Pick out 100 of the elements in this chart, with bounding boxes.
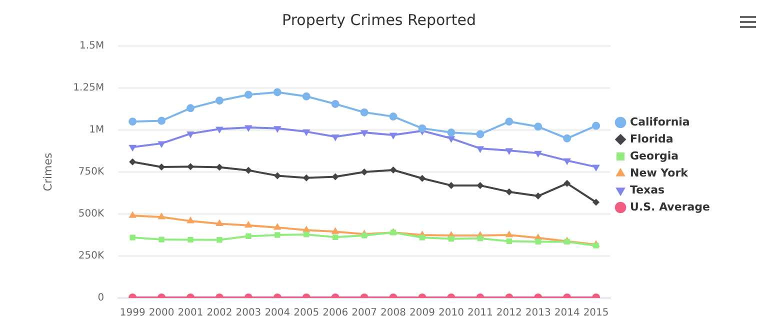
y-tick-label: 500K [78,208,105,220]
point [592,122,600,130]
point [158,116,166,125]
point [593,242,599,248]
x-tick-label: 2014 [554,308,580,319]
point [418,174,426,182]
point [246,233,252,240]
point [304,232,310,238]
x-tick-label: 2013 [525,308,551,319]
point [564,180,571,187]
point [534,122,542,131]
point [592,164,600,172]
point [244,166,252,174]
point [273,88,282,96]
point [186,131,194,138]
point [360,130,368,138]
point [476,182,484,189]
point [128,144,136,152]
point [274,222,282,230]
x-tick-label: 2005 [294,308,320,319]
x-tick-label: 2011 [467,308,493,319]
point [158,236,164,242]
point [505,148,514,155]
point [244,90,252,99]
legend-label: California [630,115,690,128]
point [331,100,340,108]
point [448,236,454,242]
x-tick-label: 2003 [236,308,262,319]
point [360,108,368,116]
point [216,219,224,226]
point [361,232,368,238]
point [130,234,136,240]
point [129,158,136,166]
point [505,230,514,238]
point [302,92,310,100]
point [216,237,222,243]
point [128,211,136,218]
x-tick-label: 2004 [264,308,290,319]
legend-label: Florida [630,132,674,146]
y-tick-label: 1M [89,124,104,136]
point [447,128,456,137]
x-tick-label: 2007 [352,308,378,319]
point [332,173,339,180]
legend-label: Texas [630,183,666,196]
point [506,188,513,196]
point [186,104,195,112]
point [506,238,512,244]
y-tick-label: 1.5M [80,40,104,52]
x-tick-label: 2015 [583,308,609,319]
point [332,234,338,240]
x-tick-label: 1999 [120,308,146,319]
y-tick-label: 1.25M [73,82,104,94]
point [419,234,426,240]
point [389,112,398,121]
point [158,141,166,148]
point [331,134,340,142]
x-tick-label: 2012 [496,308,522,319]
chart-title: Property Crimes Reported [282,10,476,29]
point [128,118,137,126]
point [563,134,572,142]
x-tick-label: 2008 [380,308,406,319]
point [476,146,484,153]
point [244,220,252,228]
x-tick-label: 2001 [178,308,204,319]
x-tick-label: 2000 [148,308,174,319]
point [477,236,484,242]
point [447,136,456,143]
x-tick-label: 2009 [410,308,435,319]
legend-label: U.S. Average [630,200,710,214]
point [274,172,281,180]
point [534,192,542,200]
point [216,164,223,171]
point [476,130,484,138]
point [360,168,368,176]
legend-label: Georgia [630,149,679,162]
point [331,227,340,234]
point [188,236,194,243]
y-tick-label: 0 [98,292,104,304]
y-tick-label: 250K [78,250,105,262]
point [505,118,514,126]
point [215,96,224,105]
point [418,124,426,132]
point [302,129,310,136]
point [187,163,194,170]
point [448,182,455,189]
point [158,163,166,170]
point [302,174,310,182]
point [592,198,600,206]
y-axis-title: Crimes [41,152,54,192]
point [186,216,194,224]
point [535,238,541,245]
x-tick-label: 2006 [322,308,348,319]
legend-label: New York [630,166,689,180]
y-tick-label: 750K [78,166,105,178]
point [274,126,282,133]
point [534,150,542,158]
point [158,212,166,220]
point [216,126,224,134]
x-tick-label: 2010 [438,308,464,319]
point [389,132,398,140]
